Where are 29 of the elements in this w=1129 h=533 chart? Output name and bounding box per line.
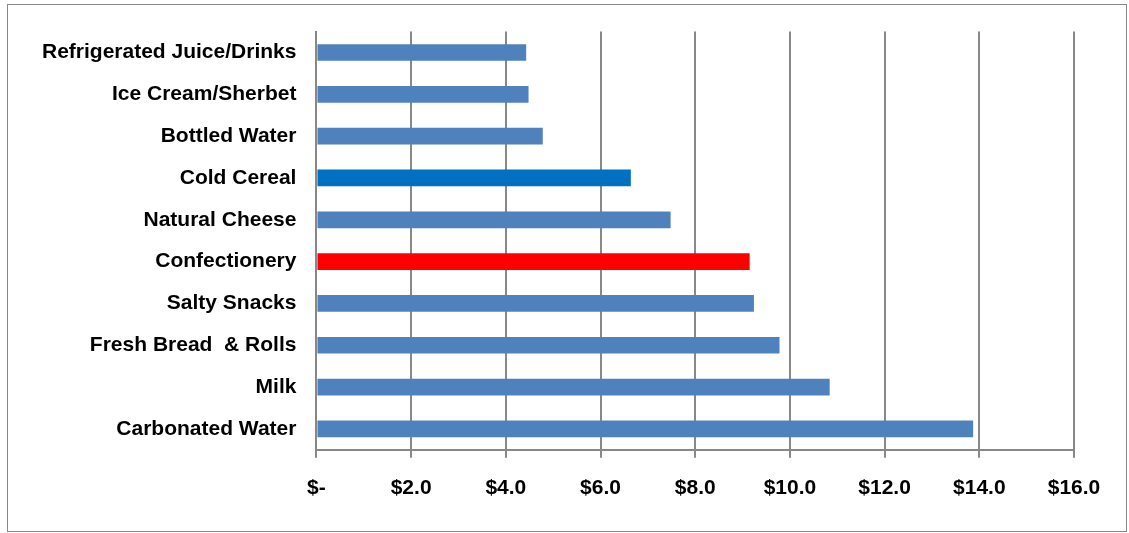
y-tick-label: Confectionery (155, 248, 297, 272)
bar (317, 378, 830, 396)
bar (317, 420, 974, 438)
bar (317, 211, 671, 229)
bar (317, 127, 543, 145)
x-tick-label: $16.0 (1047, 475, 1101, 499)
x-tick-label: $12.0 (858, 475, 911, 499)
y-tick-label: Cold Cereal (179, 164, 297, 188)
y-tick-label: Bottled Water (160, 122, 297, 146)
bar (317, 44, 527, 61)
y-tick-label: Salty Snacks (166, 290, 297, 314)
x-tick-label: $4.0 (485, 475, 527, 499)
y-tick-label: Natural Cheese (143, 206, 297, 230)
bar (317, 295, 754, 312)
x-tick-label: $2.0 (390, 475, 432, 499)
x-tick-label: $10.0 (763, 475, 817, 499)
y-tick-label: Carbonated Water (116, 415, 297, 439)
x-tick-label: $14.0 (953, 475, 1006, 499)
bar (317, 253, 750, 270)
y-tick-label: Milk (255, 373, 297, 397)
y-tick-label: Refrigerated Juice/Drinks (41, 39, 297, 63)
bar (317, 85, 529, 103)
y-tick-label: Ice Cream/Sherbet (112, 81, 297, 105)
y-tick-label: Fresh Bread & Rolls (89, 332, 297, 356)
bar (317, 336, 780, 354)
x-tick-label: $8.0 (674, 475, 716, 499)
x-tick-label: $- (307, 475, 326, 499)
x-tick-label: $6.0 (580, 475, 621, 499)
bar (317, 169, 631, 187)
